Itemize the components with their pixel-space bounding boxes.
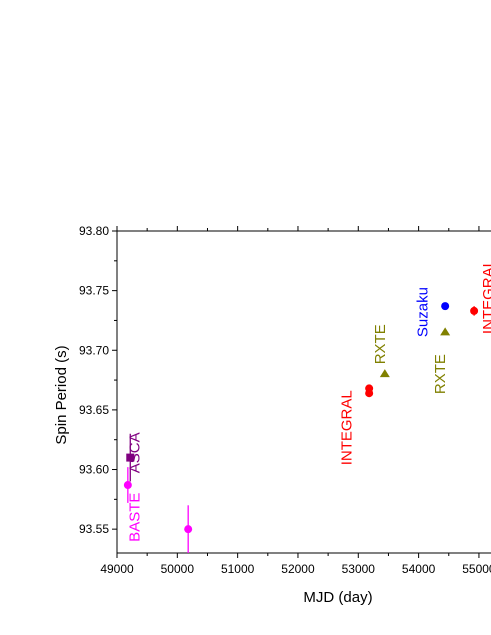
baste-point xyxy=(184,525,193,534)
x-tick-label: 54000 xyxy=(402,562,436,576)
integral-label: INTEGRAL xyxy=(480,259,491,334)
rxte-label: RXTE xyxy=(432,354,449,394)
rxte-point xyxy=(440,327,451,336)
x-tick-label: 50000 xyxy=(161,562,195,576)
suzaku-label: Suzaku xyxy=(415,287,432,337)
x-tick-label: 55000 xyxy=(462,562,491,576)
integral-point xyxy=(365,389,374,398)
integral-label: INTEGRAL xyxy=(339,390,356,465)
baste-label: BASTE xyxy=(126,493,143,542)
baste-point xyxy=(123,481,132,490)
rxte-point xyxy=(379,369,390,378)
axis-ticks xyxy=(112,226,480,558)
asca-label: ASCA xyxy=(126,432,143,473)
x-axis-label: MJD (day) xyxy=(303,589,372,606)
x-tick-label: 53000 xyxy=(342,562,376,576)
data-points xyxy=(123,302,479,534)
asca-point xyxy=(126,453,135,462)
y-tick-label: 93.55 xyxy=(79,522,109,536)
rxte-label: RXTE xyxy=(372,324,389,364)
integral-point xyxy=(470,306,479,315)
y-tick-label: 93.70 xyxy=(79,343,109,357)
y-tick-label: 93.60 xyxy=(79,463,109,477)
x-tick-label: 51000 xyxy=(221,562,255,576)
y-axis-label: Spin Period (s) xyxy=(53,345,70,444)
suzaku-point xyxy=(441,302,450,311)
error-bars xyxy=(127,304,475,553)
tick-labels: 49000 50000 51000 52000 53000 54000 55000 93.55… xyxy=(79,224,491,576)
y-tick-label: 93.65 xyxy=(79,403,109,417)
x-tick-label: 52000 xyxy=(281,562,315,576)
x-tick-label: 49000 xyxy=(100,562,134,576)
y-tick-label: 93.80 xyxy=(79,224,109,238)
y-tick-label: 93.75 xyxy=(79,284,109,298)
